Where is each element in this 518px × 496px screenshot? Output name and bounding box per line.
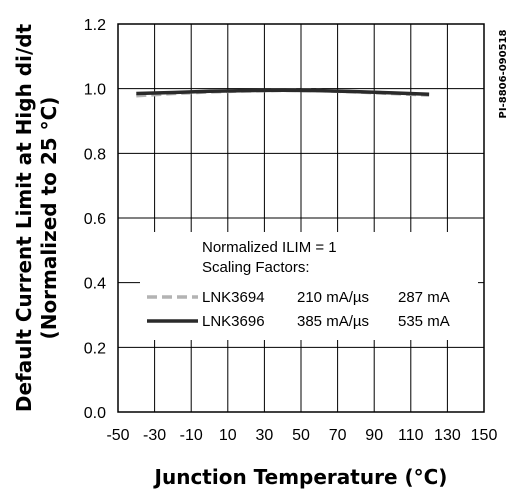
y-axis-title-line2: (Normalized to 25 °C) — [37, 97, 61, 340]
y-tick-label: 0.8 — [84, 146, 106, 163]
y-axis-title: Default Current Limit at High di/dt (Nor… — [12, 23, 61, 412]
legend-current-lnk3694: 287 mA — [398, 289, 450, 306]
legend-current-lnk3696: 535 mA — [398, 313, 450, 330]
y-tick-label: 1.0 — [84, 82, 106, 99]
x-tick-label: -10 — [180, 427, 203, 444]
x-axis-title: Junction Temperature (°C) — [153, 465, 448, 489]
y-tick-label: 1.2 — [84, 17, 106, 34]
y-axis-title-line1: Default Current Limit at High di/dt — [12, 23, 36, 412]
x-tick-label: 10 — [219, 427, 237, 444]
x-tick-label: -30 — [143, 427, 166, 444]
x-tick-label: 50 — [292, 427, 310, 444]
y-tick-label: 0.4 — [84, 276, 106, 293]
y-tick-labels: 0.0 0.2 0.4 0.6 0.8 1.0 1.2 — [84, 17, 106, 422]
series-layer — [136, 88, 430, 98]
legend-header-normalized: Normalized ILIM = 1 — [202, 239, 337, 256]
figure-id-label: PI-8806-090518 — [498, 29, 509, 118]
x-tick-label: 30 — [256, 427, 274, 444]
y-tick-label: 0.6 — [84, 211, 106, 228]
plot-frame — [117, 23, 485, 413]
legend-name-lnk3694: LNK3694 — [202, 289, 265, 306]
legend-didt-lnk3694: 210 mA/µs — [297, 289, 369, 306]
x-tick-label: -50 — [106, 427, 129, 444]
series-line-lnk3696 — [136, 88, 430, 96]
y-tick-label: 0.2 — [84, 340, 106, 357]
legend-header-scaling: Scaling Factors: — [202, 259, 310, 276]
y-tick-label: 0.0 — [84, 405, 106, 422]
x-tick-label: 110 — [398, 427, 424, 444]
x-tick-labels: -50 -30 -10 10 30 50 70 90 110 130 150 — [106, 427, 497, 444]
x-tick-label: 90 — [365, 427, 383, 444]
legend-name-lnk3696: LNK3696 — [202, 313, 265, 330]
legend-didt-lnk3696: 385 mA/µs — [297, 313, 369, 330]
x-tick-label: 150 — [471, 427, 498, 444]
x-tick-label: 130 — [434, 427, 461, 444]
x-tick-label: 70 — [329, 427, 347, 444]
grid — [117, 23, 485, 413]
legend: Normalized ILIM = 1 Scaling Factors: LNK… — [147, 239, 450, 330]
